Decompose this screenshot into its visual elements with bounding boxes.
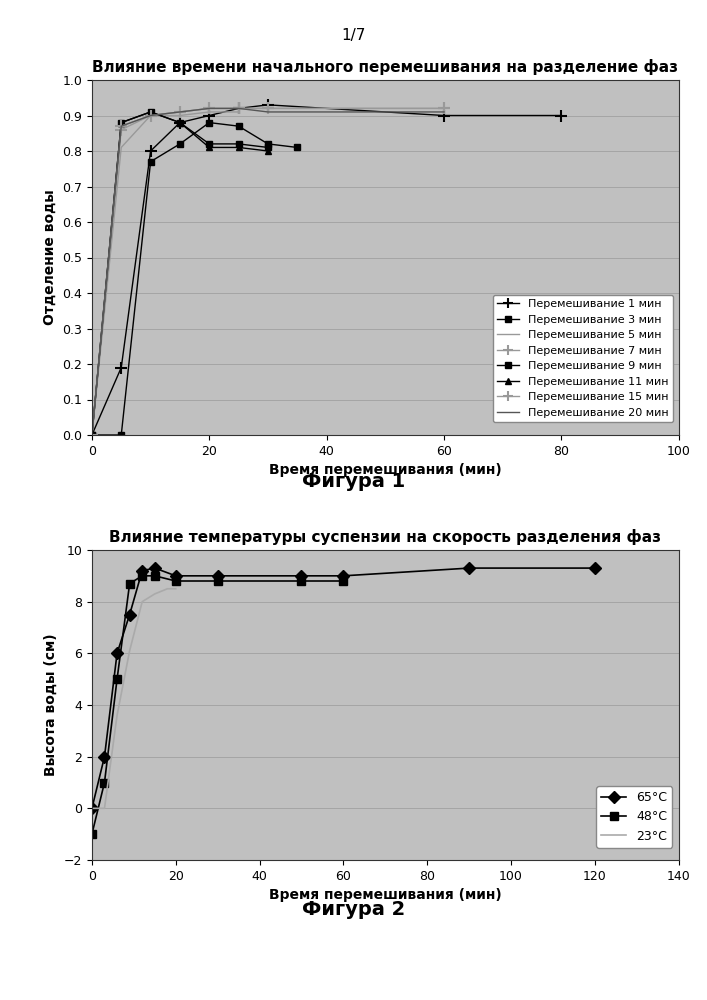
Title: Влияние температуры суспензии на скорость разделения фаз: Влияние температуры суспензии на скорост… bbox=[110, 529, 661, 545]
Title: Влияние времени начального перемешивания на разделение фаз: Влияние времени начального перемешивания… bbox=[93, 59, 678, 75]
X-axis label: Время перемешивания (мин): Время перемешивания (мин) bbox=[269, 463, 502, 477]
Y-axis label: Отделение воды: Отделение воды bbox=[42, 190, 57, 325]
Text: 1/7: 1/7 bbox=[341, 28, 366, 43]
X-axis label: Время перемешивания (мин): Время перемешивания (мин) bbox=[269, 888, 502, 902]
Y-axis label: Высота воды (см): Высота воды (см) bbox=[45, 634, 58, 776]
Legend: 65°C, 48°C, 23°C: 65°C, 48°C, 23°C bbox=[597, 786, 672, 848]
Legend: Перемешивание 1 мин, Перемешивание 3 мин, Перемешивание 5 мин, Перемешивание 7 м: Перемешивание 1 мин, Перемешивание 3 мин… bbox=[493, 295, 673, 422]
Text: Фигура 2: Фигура 2 bbox=[302, 900, 405, 919]
Text: Фигура 1: Фигура 1 bbox=[302, 472, 405, 491]
